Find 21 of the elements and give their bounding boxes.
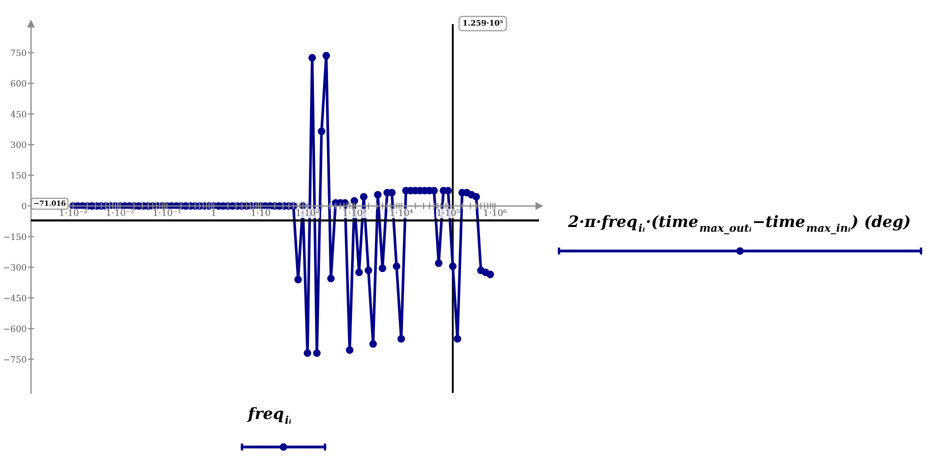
x-tick-label: 1·10⁻² bbox=[106, 209, 134, 216]
x-tick-label: 1·10⁶ bbox=[484, 209, 507, 216]
y-tick-label: 0 bbox=[22, 202, 26, 210]
x-tick-label: 1·10⁵ bbox=[437, 209, 460, 216]
x-tick-label: 1·10⁻¹ bbox=[154, 209, 180, 216]
y-tick-label: 300 bbox=[10, 141, 26, 148]
y-tick-label: −300 bbox=[4, 264, 26, 271]
y-tick-label: −450 bbox=[4, 294, 26, 302]
y-tick-label: −600 bbox=[4, 325, 26, 332]
x-tick-label: 1 bbox=[212, 209, 216, 216]
y-tick-label: −750 bbox=[4, 356, 26, 363]
x-tick-label: 1·10⁴ bbox=[390, 209, 413, 216]
x-tick-label: 1·10⁻³ bbox=[60, 209, 87, 216]
x-tick-label: 1·10³ bbox=[344, 209, 366, 216]
x-tick-label: 1·10 bbox=[252, 209, 270, 216]
y-tick-label: 450 bbox=[10, 110, 26, 118]
x-tick-label: 1·10² bbox=[296, 209, 319, 216]
y-tick-label: 600 bbox=[10, 80, 26, 87]
y-tick-label: 750 bbox=[11, 50, 26, 56]
y-tick-label: −150 bbox=[4, 233, 26, 240]
y-tick-label: 150 bbox=[11, 172, 26, 179]
